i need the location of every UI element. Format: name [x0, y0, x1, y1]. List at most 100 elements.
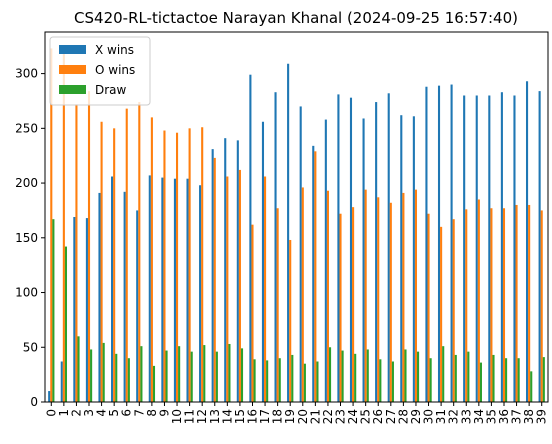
bar-draw-27	[391, 361, 394, 402]
bar-draw-23	[341, 350, 344, 402]
bar-draw-39	[542, 357, 545, 402]
y-tick-label: 50	[23, 340, 38, 354]
x-tick-label: 1	[57, 409, 71, 417]
bar-draw-16	[253, 359, 256, 402]
bar-o-wins-38	[528, 204, 531, 402]
x-tick-label: 22	[321, 409, 335, 424]
bar-x-wins-1	[60, 361, 63, 402]
x-tick-label: 3	[82, 409, 96, 417]
x-tick-label: 31	[434, 409, 448, 424]
bar-x-wins-11	[186, 178, 189, 402]
bar-x-wins-31	[437, 85, 441, 402]
bar-o-wins-4	[100, 121, 103, 402]
bar-o-wins-6	[125, 108, 128, 402]
bar-draw-6	[127, 358, 130, 402]
bar-o-wins-28	[402, 192, 405, 402]
x-tick-label: 4	[95, 409, 109, 417]
bar-x-wins-17	[261, 121, 265, 402]
bar-o-wins-0	[50, 48, 53, 403]
y-tick-label: 250	[15, 121, 38, 135]
bar-x-wins-23	[337, 94, 340, 403]
bar-x-wins-33	[463, 95, 466, 403]
bar-o-wins-7	[138, 102, 141, 402]
chart-title: CS420-RL-tictactoe Narayan Khanal (2024-…	[74, 9, 518, 27]
legend-swatch-draw	[59, 85, 86, 94]
bar-o-wins-8	[150, 117, 153, 402]
bar-x-wins-37	[513, 95, 516, 403]
x-tick-label: 21	[308, 409, 322, 424]
bars-layer	[48, 48, 545, 403]
bar-o-wins-5	[113, 128, 116, 402]
y-tick-label: 0	[30, 395, 38, 409]
bar-x-wins-39	[538, 91, 541, 403]
x-tick-label: 14	[220, 409, 234, 424]
x-tick-label: 15	[233, 409, 247, 424]
bar-o-wins-27	[389, 202, 392, 402]
bar-o-wins-14	[226, 176, 229, 402]
bar-draw-13	[215, 351, 218, 402]
bar-o-wins-17	[264, 176, 267, 402]
bar-draw-9	[165, 350, 168, 402]
bar-draw-11	[190, 351, 193, 402]
x-tick-label: 23	[334, 409, 348, 424]
bar-x-wins-27	[387, 93, 390, 403]
bar-draw-28	[404, 349, 407, 402]
bar-draw-14	[228, 343, 231, 402]
bar-x-wins-19	[287, 63, 290, 402]
x-tick-label: 25	[359, 409, 373, 424]
bar-x-wins-24	[349, 97, 353, 403]
bar-o-wins-19	[289, 239, 292, 402]
bar-draw-34	[479, 362, 482, 402]
x-tick-label: 18	[271, 409, 285, 424]
x-tick-label: 17	[258, 409, 272, 424]
bar-o-wins-12	[201, 127, 204, 403]
x-tick-label: 10	[170, 409, 184, 424]
x-tick-label: 32	[447, 409, 461, 424]
legend-swatch-x-wins	[59, 45, 86, 54]
legend: X wins O wins Draw	[49, 36, 151, 106]
bar-x-wins-18	[274, 92, 277, 403]
bar-o-wins-11	[188, 128, 191, 402]
bar-draw-31	[442, 346, 445, 402]
x-tick-label: 27	[384, 409, 398, 424]
bar-x-wins-16	[249, 74, 252, 402]
y-tick-label: 100	[15, 286, 38, 300]
bar-x-wins-12	[199, 185, 202, 402]
legend-label-x-wins: X wins	[95, 43, 134, 57]
bar-draw-17	[266, 360, 269, 402]
bar-draw-35	[492, 354, 495, 402]
bar-o-wins-3	[87, 91, 91, 403]
bar-draw-26	[379, 359, 382, 402]
bar-o-wins-24	[352, 207, 355, 402]
y-tick-label: 150	[15, 231, 38, 245]
bar-o-wins-37	[515, 204, 518, 402]
x-tick-label: 0	[44, 409, 58, 417]
bar-x-wins-13	[211, 149, 214, 402]
bar-x-wins-34	[475, 95, 478, 403]
bar-draw-25	[366, 349, 369, 402]
x-tick-label: 19	[283, 409, 297, 424]
bar-x-wins-3	[85, 218, 88, 402]
x-tick-label: 29	[409, 409, 423, 424]
axes-layer: 0501001502002503000123456789101112131415…	[15, 31, 549, 424]
bar-draw-22	[328, 347, 332, 402]
bar-draw-1	[64, 246, 68, 402]
bar-o-wins-13	[213, 157, 216, 402]
legend-label-draw: Draw	[95, 83, 127, 97]
bar-o-wins-23	[339, 213, 342, 402]
bar-x-wins-20	[299, 106, 302, 402]
x-tick-label: 8	[145, 409, 159, 417]
x-tick-label: 28	[396, 409, 410, 424]
x-tick-label: 12	[195, 409, 209, 424]
x-tick-label: 37	[510, 409, 524, 424]
bar-o-wins-31	[440, 226, 443, 402]
x-tick-label: 26	[371, 409, 385, 424]
bar-x-wins-14	[224, 138, 227, 402]
bar-draw-37	[517, 358, 520, 402]
bar-o-wins-39	[540, 210, 543, 402]
y-tick-label: 300	[15, 67, 38, 81]
bar-x-wins-9	[161, 177, 164, 402]
bar-draw-32	[454, 354, 457, 402]
bar-o-wins-34	[477, 199, 480, 402]
bar-x-wins-5	[111, 176, 114, 402]
